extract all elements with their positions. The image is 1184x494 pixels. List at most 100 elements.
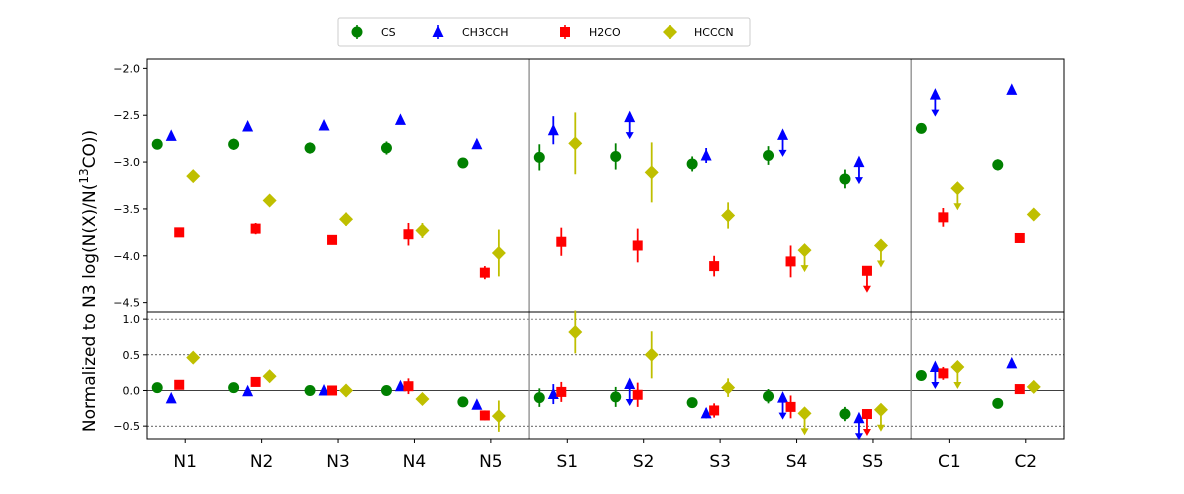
y-axis-label-sup: 13 — [77, 168, 91, 183]
legend-entry-cs: CS — [351, 25, 396, 39]
data-point-cs-s3 — [686, 397, 698, 409]
y-tick-label: −4.5 — [113, 297, 140, 310]
data-point-ch3cch-c1 — [929, 360, 941, 372]
data-point-hcccn-n3 — [339, 383, 354, 398]
data-point-h2co-n3 — [327, 234, 338, 245]
data-point-h2co-n4 — [403, 229, 414, 240]
y-axis-label-post: CO)) — [80, 130, 100, 169]
legend-label-h2co: H2CO — [589, 26, 621, 39]
x-tick-label-n5: N5 — [479, 452, 503, 472]
upper-limit-arrow-head — [862, 429, 871, 437]
data-point-cs-s4 — [763, 150, 775, 162]
data-point-hcccn-n1 — [186, 169, 201, 184]
legend-label-cs: CS — [381, 26, 396, 39]
data-point-h2co-s1 — [556, 386, 567, 397]
x-tick-label-s3: S3 — [709, 452, 731, 472]
h2co-marker-icon — [560, 27, 570, 37]
data-point-h2co-s4 — [785, 401, 796, 412]
x-tick-label-c1: C1 — [938, 452, 961, 472]
data-point-h2co-n1 — [174, 379, 185, 390]
data-point-cs-n4 — [380, 384, 392, 396]
data-point-h2co-s2 — [632, 389, 643, 400]
data-point-hcccn-s1 — [568, 324, 583, 339]
upper-limit-arrow-head — [876, 260, 885, 268]
ch3cch-marker-icon — [432, 25, 444, 37]
series-cs — [151, 370, 1004, 422]
hcccn-marker-icon — [663, 25, 677, 39]
upper-limit-arrow-head — [931, 109, 940, 117]
data-point-cs-s5 — [839, 173, 851, 185]
upper-limit-arrow-head — [800, 428, 809, 436]
data-point-hcccn-c2 — [1026, 379, 1041, 394]
data-point-hcccn-n3 — [339, 212, 354, 227]
legend-entry-hcccn: HCCCN — [663, 25, 734, 39]
data-point-hcccn-s2 — [644, 347, 659, 362]
data-point-h2co-n2 — [250, 223, 261, 234]
legend-entry-ch3cch: CH3CCH — [432, 25, 509, 39]
data-point-h2co-n1 — [174, 227, 185, 238]
data-point-ch3cch-s2 — [624, 110, 636, 123]
data-point-h2co-n4 — [403, 381, 414, 392]
data-point-hcccn-n4 — [415, 392, 430, 407]
legend-label-ch3cch: CH3CCH — [462, 26, 509, 39]
data-point-cs-s4 — [763, 390, 775, 402]
data-point-hcccn-s5 — [873, 238, 888, 253]
data-point-ch3cch-n4 — [394, 113, 406, 125]
upper-limit-arrow-head — [953, 203, 962, 211]
upper-limit-arrow-head — [931, 381, 940, 389]
y-tick-label: −3.0 — [113, 156, 140, 169]
data-point-cs-n2 — [228, 138, 240, 150]
data-point-h2co-s3 — [709, 261, 720, 272]
data-point-h2co-c2 — [1014, 232, 1025, 243]
x-tick-label-s5: S5 — [862, 452, 884, 472]
x-tick-label-n2: N2 — [250, 452, 274, 472]
data-point-h2co-c1 — [938, 212, 949, 223]
data-point-hcccn-c2 — [1026, 207, 1041, 222]
data-point-cs-n5 — [457, 157, 469, 169]
data-point-ch3cch-n5 — [471, 137, 483, 150]
data-point-ch3cch-n4 — [394, 379, 406, 392]
data-point-h2co-c1 — [938, 368, 949, 379]
top-panel: −2.0 −2.5 −3.0 −3.5 −4.0 −4.5 — [113, 58, 1065, 313]
data-point-hcccn-c1 — [950, 181, 965, 196]
data-point-ch3cch-s2 — [624, 377, 636, 390]
data-point-ch3cch-s5 — [853, 411, 865, 424]
data-point-ch3cch-c2 — [1006, 356, 1018, 369]
data-point-hcccn-n5 — [491, 409, 506, 424]
data-point-h2co-s4 — [785, 256, 796, 267]
series-h2co — [174, 366, 1025, 437]
cs-marker-icon — [351, 26, 363, 38]
data-point-h2co-s1 — [556, 236, 567, 247]
data-point-hcccn-n4 — [415, 223, 430, 238]
data-point-ch3cch-n5 — [471, 398, 483, 410]
data-point-ch3cch-n2 — [242, 384, 254, 397]
series-hcccn — [186, 112, 1041, 277]
data-point-hcccn-c1 — [950, 359, 965, 374]
series-cs — [151, 122, 1004, 189]
data-point-cs-s1 — [533, 151, 545, 163]
data-point-ch3cch-s1 — [547, 123, 559, 136]
y-tick-label: −3.5 — [113, 203, 140, 216]
data-point-hcccn-s2 — [644, 165, 659, 180]
data-point-h2co-s3 — [709, 405, 720, 416]
data-point-ch3cch-s3 — [700, 149, 712, 161]
legend-label-hcccn: HCCCN — [694, 26, 734, 39]
data-point-cs-s2 — [610, 391, 622, 403]
series-h2co — [174, 207, 1025, 293]
data-point-ch3cch-n3 — [318, 119, 330, 131]
data-point-h2co-n5 — [479, 267, 490, 278]
data-point-hcccn-n5 — [491, 245, 506, 260]
data-point-cs-n4 — [380, 142, 392, 154]
data-point-hcccn-n1 — [186, 350, 201, 365]
series-ch3cch — [165, 83, 1018, 185]
x-tick-label-s4: S4 — [786, 452, 808, 472]
data-point-cs-n3 — [304, 384, 316, 396]
x-tick-label-n1: N1 — [173, 452, 197, 472]
data-point-hcccn-s3 — [721, 380, 736, 395]
x-tick-label-s1: S1 — [556, 452, 578, 472]
data-point-h2co-n3 — [327, 385, 338, 396]
data-point-cs-n5 — [457, 396, 469, 408]
upper-limit-arrow-head — [953, 381, 962, 389]
data-point-h2co-c2 — [1014, 384, 1025, 395]
